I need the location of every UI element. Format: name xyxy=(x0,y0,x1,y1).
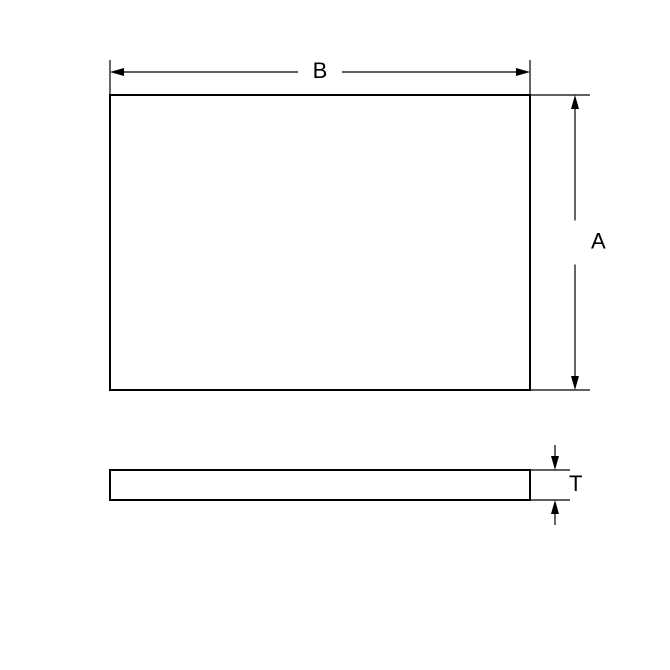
dimension-a: A xyxy=(530,95,606,390)
dimension-diagram: B A T xyxy=(0,0,670,670)
dimension-b: B xyxy=(110,58,530,95)
edge-rectangle xyxy=(110,470,530,500)
dimension-b-label: B xyxy=(313,58,328,83)
dimension-a-label: A xyxy=(591,228,606,253)
plan-rectangle xyxy=(110,95,530,390)
dimension-t-label: T xyxy=(569,471,582,496)
dimension-t: T xyxy=(530,445,582,525)
